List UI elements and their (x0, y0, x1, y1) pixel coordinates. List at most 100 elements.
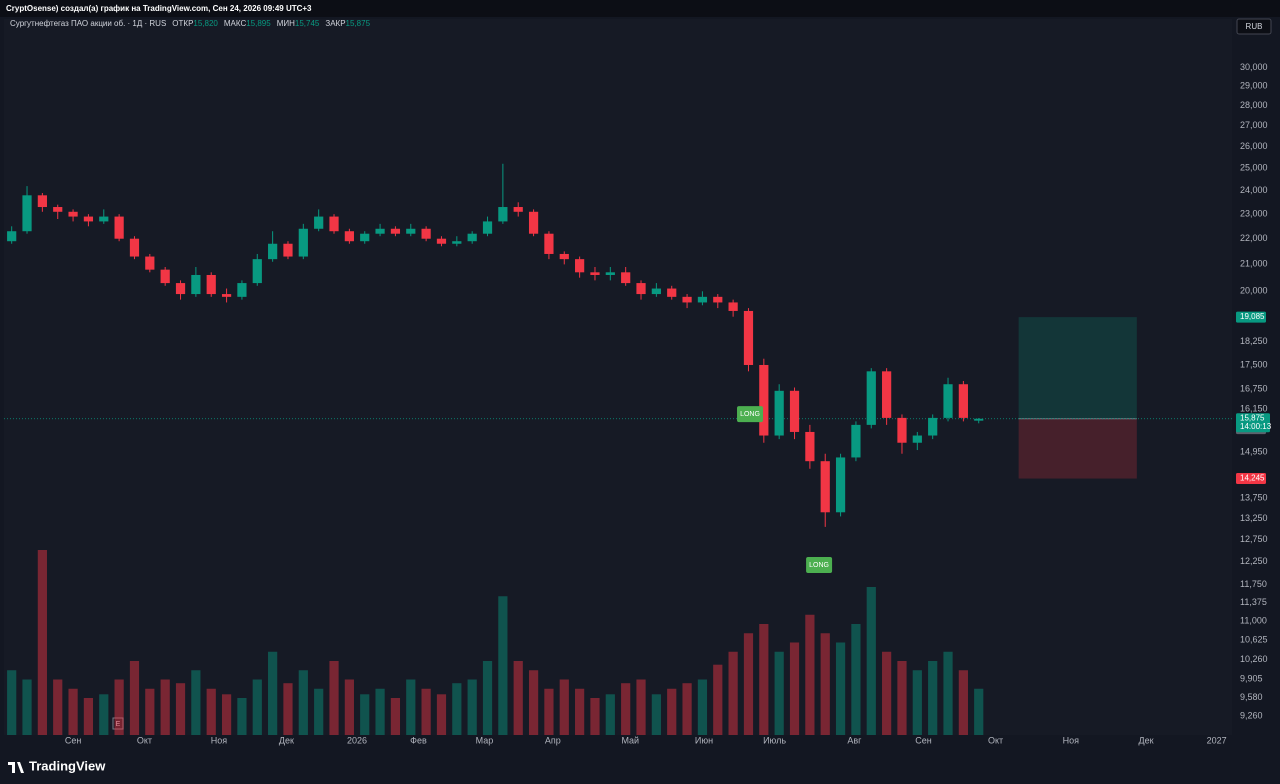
candle-body (575, 259, 585, 273)
y-tick-label: 9,905 (1240, 673, 1263, 683)
volume-bar (175, 683, 186, 735)
ohlc-name: ЗАКР (325, 19, 345, 28)
legend: Сургутнефтегаз ПАО акции об. · 1Д · RUS О… (10, 19, 371, 28)
candle-body (467, 233, 477, 242)
volume-bar (636, 679, 646, 735)
x-tick-label: Сен (915, 735, 932, 745)
ohlc-value: 15,820 (193, 19, 218, 28)
candle-body (482, 221, 493, 234)
volume-bar (467, 679, 477, 735)
candle-body (528, 211, 539, 234)
y-tick-label: 22,000 (1240, 233, 1268, 243)
x-tick-label: Апр (545, 735, 561, 745)
profit-zone (1018, 317, 1137, 419)
ohlc-name: МИН (277, 19, 295, 28)
candle-body (268, 243, 278, 260)
header: CryptOsense) создал(а) график на Trading… (6, 4, 312, 13)
earnings-marker: E (116, 721, 121, 728)
candle-body (298, 228, 308, 257)
candle-body (912, 435, 922, 443)
x-tick-label: Ноя (1063, 735, 1080, 745)
candle-body (237, 283, 247, 297)
candle-body (452, 241, 462, 244)
candle-body (974, 418, 984, 421)
volume-bar (298, 670, 308, 735)
candle-body (390, 228, 401, 234)
candle-body (145, 256, 155, 270)
volume-bar (268, 651, 278, 735)
ohlc-value: 15,875 (346, 19, 371, 28)
volume-bar (252, 679, 262, 735)
plot-area (4, 19, 1232, 735)
candle-body (513, 207, 523, 212)
candle-body (436, 238, 447, 244)
y-tick-label: 25,000 (1240, 163, 1268, 173)
candle-body (283, 243, 293, 257)
y-tick-label: 30,000 (1240, 62, 1268, 72)
volume-bar (37, 550, 47, 735)
volume-bar (221, 694, 232, 735)
volume-bar (498, 596, 508, 735)
volume-bar (835, 642, 846, 735)
candle-body (759, 364, 769, 436)
volume-bar (743, 633, 754, 735)
x-tick-label: Окт (137, 735, 152, 745)
volume-bar (283, 683, 293, 735)
candle-body (99, 216, 109, 222)
candle-body (728, 302, 738, 311)
candle-body (621, 272, 631, 284)
volume-bar (206, 688, 216, 735)
y-tick-label: 11,750 (1240, 579, 1267, 589)
candle-body (37, 195, 47, 208)
annotation: LONG (809, 562, 829, 569)
volume-bar (360, 694, 370, 735)
volume-bar (344, 679, 354, 735)
candle-body (897, 417, 907, 443)
candle-body (851, 424, 861, 458)
volume-bar (621, 683, 631, 735)
candle-body (421, 228, 431, 239)
candle-body (943, 384, 953, 418)
volume-bar (851, 624, 861, 735)
volume-bar (421, 688, 431, 735)
y-tick-label: 10,625 (1240, 635, 1268, 645)
candle-body (53, 207, 63, 212)
x-tick-label: Ноя (211, 735, 228, 745)
y-tick-label: 17,500 (1240, 359, 1268, 369)
legend-title: Сургутнефтегаз ПАО акции об. · 1Д · RUS (10, 19, 166, 28)
ohlc: ОТКР15,820 МАКС15,895 МИН15,745 ЗАКР15,875 (172, 19, 370, 28)
currency: RUB (1246, 22, 1263, 31)
x-tick-label: Авг (847, 735, 862, 745)
volume-bar (390, 698, 401, 735)
volume-bar (590, 698, 600, 735)
volume-bar (559, 679, 569, 735)
candle-body (360, 233, 370, 242)
y-tick-label: 27,000 (1240, 120, 1268, 130)
volume-bar (713, 664, 723, 735)
candle-body (805, 431, 815, 462)
x-tick-label: Окт (988, 735, 1003, 745)
candle-body (697, 296, 708, 303)
x-tick-label: 2026 (347, 735, 367, 745)
price-label: 19,085 (1240, 312, 1265, 321)
y-tick-label: 12,250 (1240, 556, 1268, 566)
x-tick-label: Дек (279, 735, 294, 745)
volume-bar (129, 661, 140, 735)
candle-body (774, 390, 784, 436)
ohlc-name: ОТКР (172, 19, 193, 28)
x-tick-label: Фев (410, 735, 427, 745)
ohlc-value: 15,895 (246, 19, 271, 28)
candle-body (329, 216, 339, 232)
y-tick-label: 13,750 (1240, 492, 1268, 502)
candle-body (636, 283, 646, 295)
candle-body (175, 283, 186, 295)
candle-body (498, 207, 508, 222)
y-tick-label: 11,000 (1240, 616, 1267, 626)
brand: TradingView (29, 758, 106, 773)
candle-body (882, 371, 892, 418)
volume-bar (329, 661, 339, 735)
ohlc-value: 15,745 (295, 19, 320, 28)
currency-button[interactable] (1236, 18, 1272, 35)
